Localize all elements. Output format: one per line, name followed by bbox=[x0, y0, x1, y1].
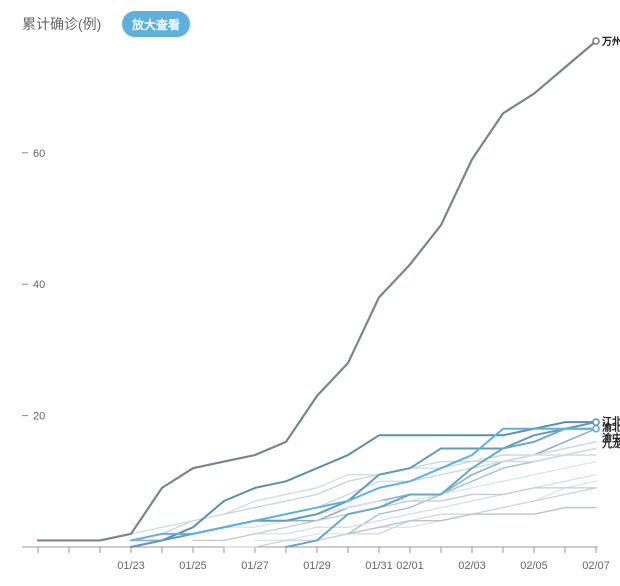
series-line-江北[interactable] bbox=[130, 421, 597, 548]
series-line-渝中[interactable] bbox=[285, 427, 597, 548]
series-line[interactable] bbox=[223, 487, 597, 548]
x-tick-label: 01/31 bbox=[365, 560, 393, 572]
end-marker-万州[interactable] bbox=[592, 37, 600, 45]
series-line[interactable] bbox=[161, 460, 597, 542]
series-label-江北: 江北 bbox=[602, 415, 620, 428]
end-marker-九龙坡[interactable] bbox=[592, 424, 600, 433]
zoom-button[interactable]: 放大查看 bbox=[122, 11, 190, 37]
series-line[interactable] bbox=[347, 506, 597, 535]
end-marker-渝北[interactable] bbox=[592, 418, 600, 426]
series-line[interactable] bbox=[192, 487, 597, 542]
series-line-九龙坡[interactable] bbox=[130, 427, 597, 542]
series-line[interactable] bbox=[254, 480, 597, 542]
y-axis: 20 40 60 bbox=[22, 148, 45, 548]
x-tick-label: 01/29 bbox=[303, 560, 331, 572]
series-line-万州[interactable] bbox=[36, 40, 598, 542]
series-line-渝北[interactable] bbox=[130, 421, 597, 548]
x-tick-label: 01/25 bbox=[179, 560, 207, 572]
y-tick-label: 60 bbox=[33, 148, 45, 160]
series-label-渝中: 渝中 bbox=[602, 432, 620, 445]
series-end-markers: 万州江北渝北渝中九龙坡 bbox=[592, 36, 620, 451]
y-tick-label: 40 bbox=[33, 279, 45, 291]
x-tick-label: 02/01 bbox=[396, 560, 424, 572]
y-tick-label: 20 bbox=[33, 411, 45, 423]
series-label-渝北: 渝北 bbox=[602, 421, 620, 434]
series-label-万州: 万州 bbox=[601, 36, 620, 48]
x-tick-label: 02/05 bbox=[520, 560, 548, 572]
x-tick-label: 02/07 bbox=[582, 560, 610, 572]
series-label-九龙坡: 九龙坡 bbox=[601, 438, 620, 451]
series-line[interactable] bbox=[130, 447, 597, 535]
x-tick-label: 02/03 bbox=[458, 560, 486, 572]
chart-title: 累计确诊(例) bbox=[22, 16, 102, 32]
series-lines bbox=[36, 40, 598, 548]
x-tick-label: 01/27 bbox=[241, 560, 269, 572]
x-tick-label: 01/23 bbox=[117, 560, 145, 572]
x-axis: 01/23 01/25 01/27 01/29 01/31 02/01 02/03 02/05… bbox=[22, 546, 610, 572]
